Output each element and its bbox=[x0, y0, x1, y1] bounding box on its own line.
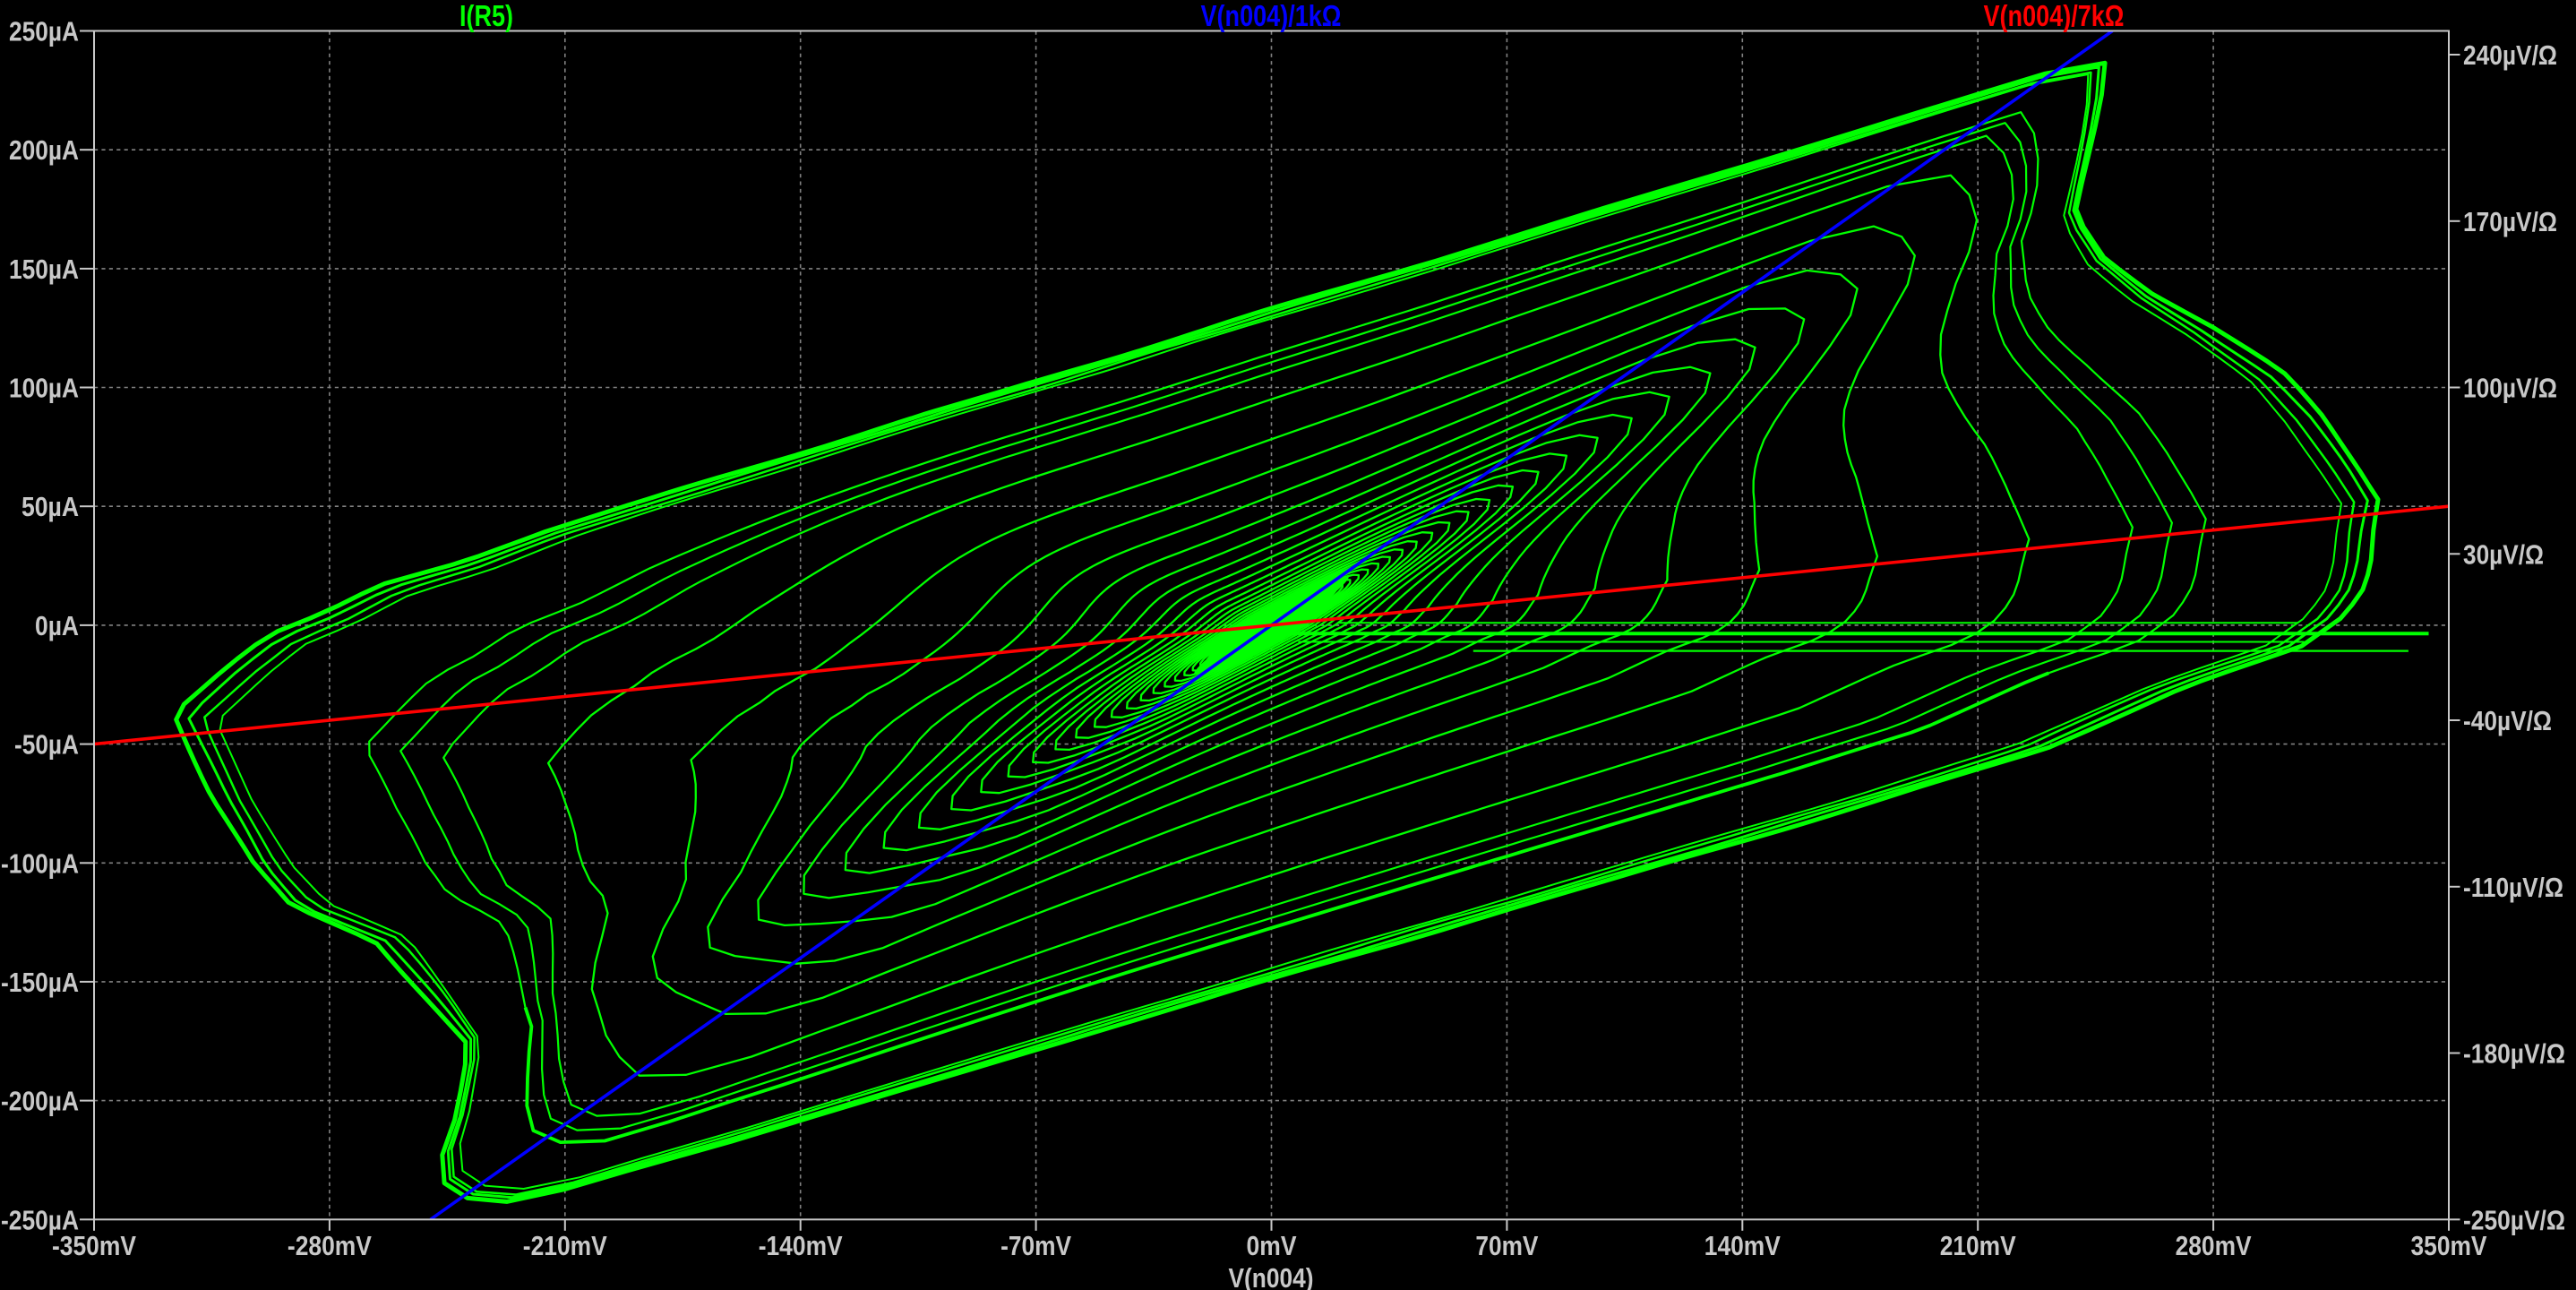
svg-text:240µV/Ω: 240µV/Ω bbox=[2463, 39, 2557, 71]
svg-text:-50µA: -50µA bbox=[14, 729, 79, 761]
svg-text:-250µV/Ω: -250µV/Ω bbox=[2463, 1204, 2565, 1235]
svg-text:-70mV: -70mV bbox=[1000, 1230, 1071, 1261]
svg-text:50µA: 50µA bbox=[21, 491, 79, 522]
svg-text:-40µV/Ω: -40µV/Ω bbox=[2463, 705, 2552, 736]
svg-text:30µV/Ω: 30µV/Ω bbox=[2463, 538, 2544, 570]
svg-text:250µA: 250µA bbox=[9, 16, 79, 47]
svg-text:-150µA: -150µA bbox=[1, 967, 79, 998]
svg-text:V(n004)/1kΩ: V(n004)/1kΩ bbox=[1201, 0, 1342, 32]
svg-text:200µA: 200µA bbox=[9, 134, 79, 166]
svg-text:-350mV: -350mV bbox=[52, 1230, 136, 1261]
svg-text:I(R5): I(R5) bbox=[459, 0, 513, 32]
svg-text:-250µA: -250µA bbox=[1, 1204, 79, 1235]
svg-text:170µV/Ω: 170µV/Ω bbox=[2463, 206, 2557, 237]
svg-text:-110µV/Ω: -110µV/Ω bbox=[2463, 872, 2563, 903]
svg-text:350mV: 350mV bbox=[2411, 1230, 2487, 1261]
svg-text:150µA: 150µA bbox=[9, 254, 79, 285]
svg-text:100µA: 100µA bbox=[9, 373, 79, 404]
svg-text:-280mV: -280mV bbox=[288, 1230, 372, 1261]
svg-text:-100µA: -100µA bbox=[1, 847, 79, 879]
svg-text:0mV: 0mV bbox=[1247, 1230, 1297, 1261]
svg-text:-200µA: -200µA bbox=[1, 1086, 79, 1117]
svg-text:140mV: 140mV bbox=[1704, 1230, 1781, 1261]
svg-text:-210mV: -210mV bbox=[523, 1230, 607, 1261]
svg-text:280mV: 280mV bbox=[2176, 1230, 2252, 1261]
svg-text:100µV/Ω: 100µV/Ω bbox=[2463, 373, 2557, 404]
svg-text:0µA: 0µA bbox=[35, 610, 79, 641]
svg-text:V(n004)/7kΩ: V(n004)/7kΩ bbox=[1984, 0, 2125, 32]
svg-text:210mV: 210mV bbox=[1940, 1230, 2016, 1261]
svg-text:70mV: 70mV bbox=[1475, 1230, 1538, 1261]
svg-text:V(n004): V(n004) bbox=[1229, 1262, 1314, 1290]
svg-text:-180µV/Ω: -180µV/Ω bbox=[2463, 1038, 2565, 1070]
svg-text:-140mV: -140mV bbox=[759, 1230, 843, 1261]
